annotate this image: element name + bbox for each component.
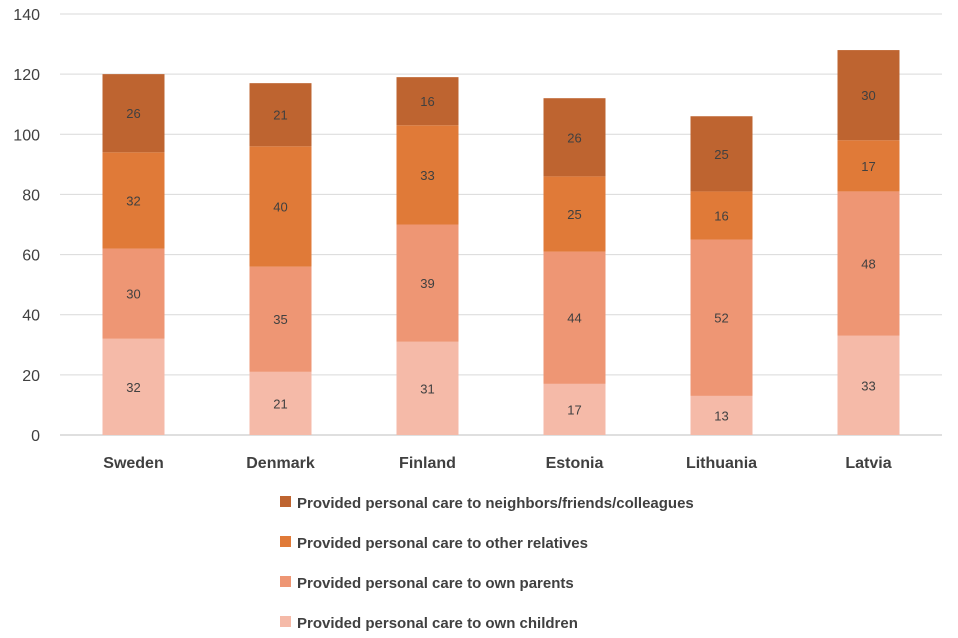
x-category-label: Sweden	[103, 455, 163, 472]
y-tick-label: 100	[13, 127, 40, 144]
bar-segment	[249, 266, 312, 372]
y-tick-label: 80	[22, 187, 40, 204]
data-label: 16	[714, 208, 728, 223]
x-category-label: Denmark	[246, 455, 315, 472]
bar-segment	[690, 239, 753, 396]
legend-label: Provided personal care to neighbors/frie…	[297, 495, 694, 512]
x-axis-category-labels: Sweden Denmark Finland Estonia Lithuania Latv…	[103, 455, 891, 472]
bar-segment	[837, 50, 900, 141]
bar-segment	[396, 125, 459, 225]
bar-segment	[690, 191, 753, 240]
bar-segment	[249, 371, 312, 435]
bar-segment	[396, 224, 459, 342]
data-label: 21	[273, 396, 287, 411]
data-label: 30	[126, 287, 140, 302]
y-tick-label: 40	[22, 308, 40, 325]
data-label: 33	[420, 168, 434, 183]
legend-label: Provided personal care to other relative…	[297, 535, 588, 552]
x-category-label: Lithuania	[686, 455, 757, 472]
y-tick-label: 0	[31, 428, 40, 445]
bar-segment	[396, 77, 459, 126]
bar-segment	[249, 83, 312, 147]
bar-segment	[543, 98, 606, 177]
data-label: 25	[567, 207, 581, 222]
bars	[102, 50, 900, 435]
bar-segment	[690, 395, 753, 435]
data-label: 26	[126, 106, 140, 121]
bar-segment	[102, 248, 165, 339]
data-label: 13	[714, 408, 728, 423]
data-label: 32	[126, 193, 140, 208]
data-label: 17	[567, 402, 581, 417]
bar-segment	[543, 251, 606, 384]
bar-segment	[837, 191, 900, 336]
y-tick-label: 20	[22, 368, 40, 385]
legend-label: Provided personal care to own children	[297, 615, 578, 632]
bar-segment	[102, 152, 165, 249]
x-category-label: Estonia	[546, 455, 604, 472]
y-tick-label: 60	[22, 248, 40, 265]
bar-segment	[690, 116, 753, 192]
bar-segment	[543, 383, 606, 435]
y-axis-tick-labels: 0 20 40 60 80 100 120 140	[13, 7, 40, 445]
data-label: 30	[861, 88, 875, 103]
gridlines	[60, 13, 942, 436]
data-label: 17	[861, 159, 875, 174]
bar-segment	[837, 335, 900, 435]
data-label: 26	[567, 130, 581, 145]
data-label: 32	[126, 380, 140, 395]
data-label: 21	[273, 108, 287, 123]
x-category-label: Finland	[399, 455, 456, 472]
data-label: 44	[567, 311, 581, 326]
legend: Provided personal care to neighbors/frie…	[280, 495, 694, 632]
bar-segment	[543, 176, 606, 252]
legend-swatch	[280, 616, 291, 627]
legend-swatch	[280, 576, 291, 587]
data-label: 25	[714, 147, 728, 162]
data-label: 35	[273, 312, 287, 327]
data-label: 40	[273, 199, 287, 214]
data-label: 52	[714, 311, 728, 326]
bar-segment	[249, 146, 312, 267]
bar-segment	[837, 140, 900, 192]
data-label: 39	[420, 276, 434, 291]
bar-segment	[396, 341, 459, 435]
data-label: 33	[861, 378, 875, 393]
legend-swatch	[280, 496, 291, 507]
bar-segment	[102, 74, 165, 153]
data-label: 16	[420, 94, 434, 109]
data-label: 48	[861, 257, 875, 272]
bar-segment	[102, 338, 165, 435]
y-tick-label: 120	[13, 67, 40, 84]
legend-label: Provided personal care to own parents	[297, 575, 574, 592]
data-label: 31	[420, 381, 434, 396]
legend-swatch	[280, 536, 291, 547]
y-tick-label: 140	[13, 7, 40, 24]
x-category-label: Latvia	[845, 455, 891, 472]
data-labels: 32 30 32 26 21 35 40 21 31 39 33 16 17 44 25 26 13 52 16 25…	[126, 88, 875, 423]
